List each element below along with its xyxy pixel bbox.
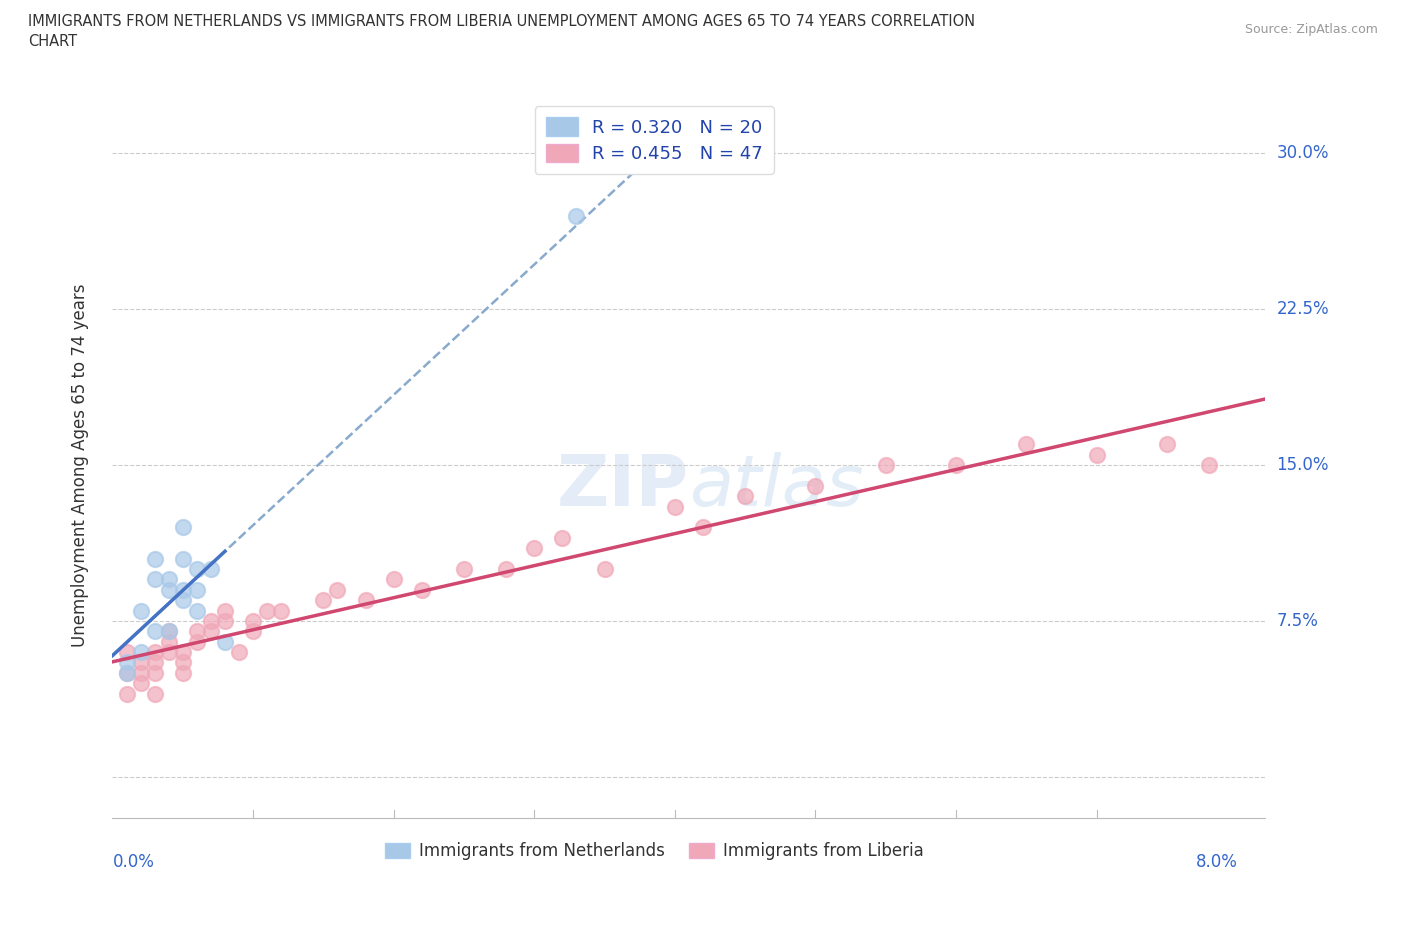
Point [411, 582, 433, 597]
Point [875, 458, 897, 472]
Point [593, 562, 616, 577]
Point [242, 614, 264, 629]
Point [242, 624, 264, 639]
Point [172, 592, 194, 607]
Point [157, 582, 180, 597]
Point [115, 666, 138, 681]
Text: 0.0%: 0.0% [112, 853, 155, 871]
Point [1085, 447, 1108, 462]
Point [143, 572, 166, 587]
Y-axis label: Unemployment Among Ages 65 to 74 years: Unemployment Among Ages 65 to 74 years [70, 284, 89, 646]
Point [157, 644, 180, 659]
Point [200, 562, 222, 577]
Text: atlas: atlas [689, 452, 863, 521]
Point [734, 489, 756, 504]
Point [157, 634, 180, 649]
Point [172, 644, 194, 659]
Point [565, 208, 588, 223]
Point [172, 551, 194, 566]
Point [172, 655, 194, 670]
Point [143, 644, 166, 659]
Point [186, 562, 208, 577]
Point [115, 644, 138, 659]
Point [1198, 458, 1220, 472]
Point [172, 666, 194, 681]
Point [115, 686, 138, 701]
Point [143, 655, 166, 670]
Point [186, 624, 208, 639]
Point [115, 666, 138, 681]
Point [1156, 437, 1178, 452]
Point [382, 572, 405, 587]
Point [186, 634, 208, 649]
Point [129, 603, 152, 618]
Point [804, 478, 827, 493]
Point [214, 614, 236, 629]
Text: Source: ZipAtlas.com: Source: ZipAtlas.com [1244, 23, 1378, 36]
Legend: Immigrants from Netherlands, Immigrants from Liberia: Immigrants from Netherlands, Immigrants … [378, 835, 931, 867]
Text: 7.5%: 7.5% [1277, 612, 1319, 630]
Point [143, 551, 166, 566]
Point [354, 592, 377, 607]
Text: IMMIGRANTS FROM NETHERLANDS VS IMMIGRANTS FROM LIBERIA UNEMPLOYMENT AMONG AGES 6: IMMIGRANTS FROM NETHERLANDS VS IMMIGRANT… [28, 14, 976, 29]
Point [312, 592, 335, 607]
Text: CHART: CHART [28, 34, 77, 49]
Point [143, 686, 166, 701]
Point [143, 624, 166, 639]
Point [129, 655, 152, 670]
Point [214, 603, 236, 618]
Point [326, 582, 349, 597]
Point [129, 644, 152, 659]
Point [186, 603, 208, 618]
Point [270, 603, 292, 618]
Point [945, 458, 967, 472]
Point [129, 666, 152, 681]
Point [129, 676, 152, 691]
Point [157, 624, 180, 639]
Text: 30.0%: 30.0% [1277, 144, 1329, 162]
Text: 8.0%: 8.0% [1195, 853, 1237, 871]
Point [214, 634, 236, 649]
Point [692, 520, 714, 535]
Point [172, 582, 194, 597]
Point [143, 666, 166, 681]
Point [172, 520, 194, 535]
Point [115, 655, 138, 670]
Point [664, 499, 686, 514]
Point [551, 530, 574, 545]
Point [200, 624, 222, 639]
Point [495, 562, 517, 577]
Point [256, 603, 278, 618]
Point [186, 582, 208, 597]
Point [228, 644, 250, 659]
Point [157, 624, 180, 639]
Text: ZIP: ZIP [557, 452, 689, 521]
Point [1015, 437, 1038, 452]
Point [523, 540, 546, 555]
Text: 22.5%: 22.5% [1277, 300, 1329, 318]
Point [157, 572, 180, 587]
Point [200, 614, 222, 629]
Point [453, 562, 475, 577]
Text: 15.0%: 15.0% [1277, 456, 1329, 474]
